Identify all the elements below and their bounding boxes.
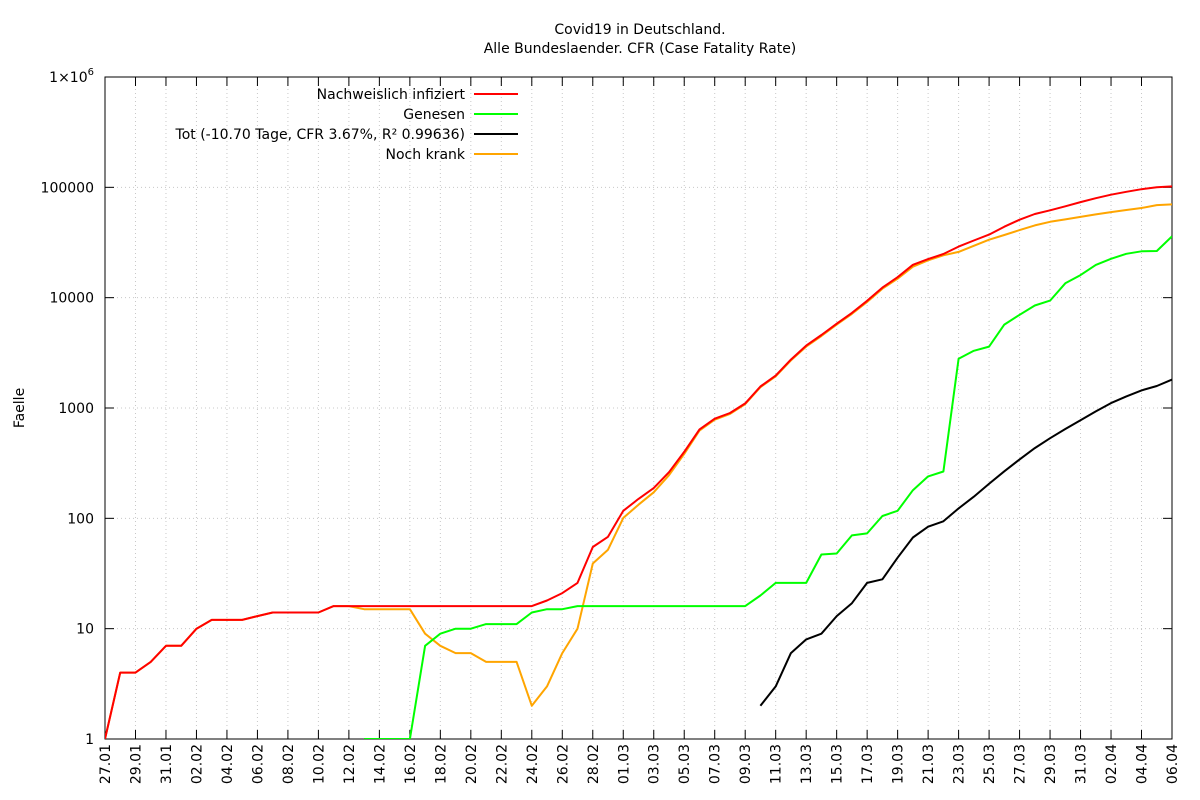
x-tick-label: 29.01 — [128, 744, 144, 784]
x-tick-label: 07.03 — [708, 744, 724, 784]
y-tick-label: 100 — [67, 511, 94, 527]
x-tick-label: 28.02 — [586, 744, 602, 784]
x-tick-label: 04.04 — [1135, 744, 1151, 784]
y-tick-label: 1000 — [58, 401, 94, 417]
x-axis-ticks: 27.01 29.01 31.01 02.02 04.02 06.02 08.02 10.02… — [98, 77, 1181, 784]
y-tick-label: 10000 — [49, 291, 94, 307]
x-tick-label: 18.02 — [433, 744, 449, 784]
x-tick-label: 31.03 — [1074, 744, 1090, 784]
chart-subtitle: Alle Bundeslaender. CFR (Case Fatality R… — [484, 41, 797, 57]
x-tick-label: 12.02 — [342, 744, 358, 784]
x-tick-label: 22.02 — [494, 744, 510, 784]
x-tick-label: 04.02 — [220, 744, 236, 784]
y-tick-label: 1 — [85, 732, 94, 748]
x-tick-label: 25.03 — [982, 744, 998, 784]
legend-label: Noch krank — [386, 147, 466, 163]
x-tick-label: 21.03 — [921, 744, 937, 784]
series-lines — [105, 185, 1172, 739]
y-tick-label: 100000 — [41, 180, 94, 196]
legend-label: Nachweislich infiziert — [317, 87, 466, 103]
y-tick-label-exponent: 6 — [88, 67, 94, 78]
legend: Nachweislich infiziert Genesen Tot (-10.70… — [175, 87, 518, 163]
series-line-3 — [105, 203, 1172, 739]
x-tick-label: 09.03 — [738, 744, 754, 784]
series-line-1 — [364, 235, 1172, 739]
y-axis-ticks: 1 10 100 1000 10000 100000 1×106 — [41, 67, 1172, 748]
x-tick-label: 26.02 — [555, 744, 571, 784]
x-tick-label: 10.02 — [311, 744, 327, 784]
x-tick-label: 08.02 — [281, 744, 297, 784]
x-tick-label: 29.03 — [1043, 744, 1059, 784]
x-tick-label: 23.03 — [952, 744, 968, 784]
y-tick-label-base: 1×10 — [49, 70, 87, 86]
x-tick-label: 15.03 — [830, 744, 846, 784]
chart-title: Covid19 in Deutschland. — [554, 22, 725, 38]
y-tick-label: 1×106 — [49, 67, 94, 86]
x-tick-label: 19.03 — [891, 744, 907, 784]
x-tick-label: 01.03 — [616, 744, 632, 784]
x-tick-label: 03.03 — [647, 744, 663, 784]
y-tick-label: 10 — [76, 622, 94, 638]
x-tick-label: 16.02 — [403, 744, 419, 784]
x-tick-label: 06.02 — [250, 744, 266, 784]
legend-label: Tot (-10.70 Tage, CFR 3.67%, R² 0.99636) — [175, 127, 465, 143]
legend-label: Genesen — [403, 107, 465, 123]
x-tick-label: 17.03 — [860, 744, 876, 784]
x-tick-label: 14.02 — [372, 744, 388, 784]
series-line-0 — [105, 185, 1172, 739]
x-tick-label: 02.04 — [1104, 744, 1120, 784]
y-axis-label: Faelle — [12, 388, 28, 428]
grid-lines — [105, 77, 1172, 739]
x-tick-label: 27.03 — [1013, 744, 1029, 784]
x-tick-label: 02.02 — [189, 744, 205, 784]
x-tick-label: 24.02 — [525, 744, 541, 784]
x-tick-label: 13.03 — [799, 744, 815, 784]
x-tick-label: 05.03 — [677, 744, 693, 784]
x-tick-label: 27.01 — [98, 744, 114, 784]
series-line-2 — [759, 378, 1172, 707]
x-tick-label: 20.02 — [464, 744, 480, 784]
x-tick-label: 06.04 — [1165, 744, 1181, 784]
x-tick-label: 31.01 — [159, 744, 175, 784]
x-tick-label: 11.03 — [769, 744, 785, 784]
